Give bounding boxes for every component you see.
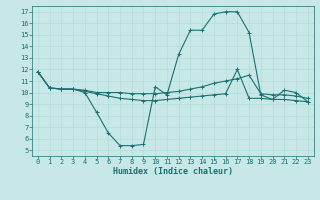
X-axis label: Humidex (Indice chaleur): Humidex (Indice chaleur) xyxy=(113,167,233,176)
